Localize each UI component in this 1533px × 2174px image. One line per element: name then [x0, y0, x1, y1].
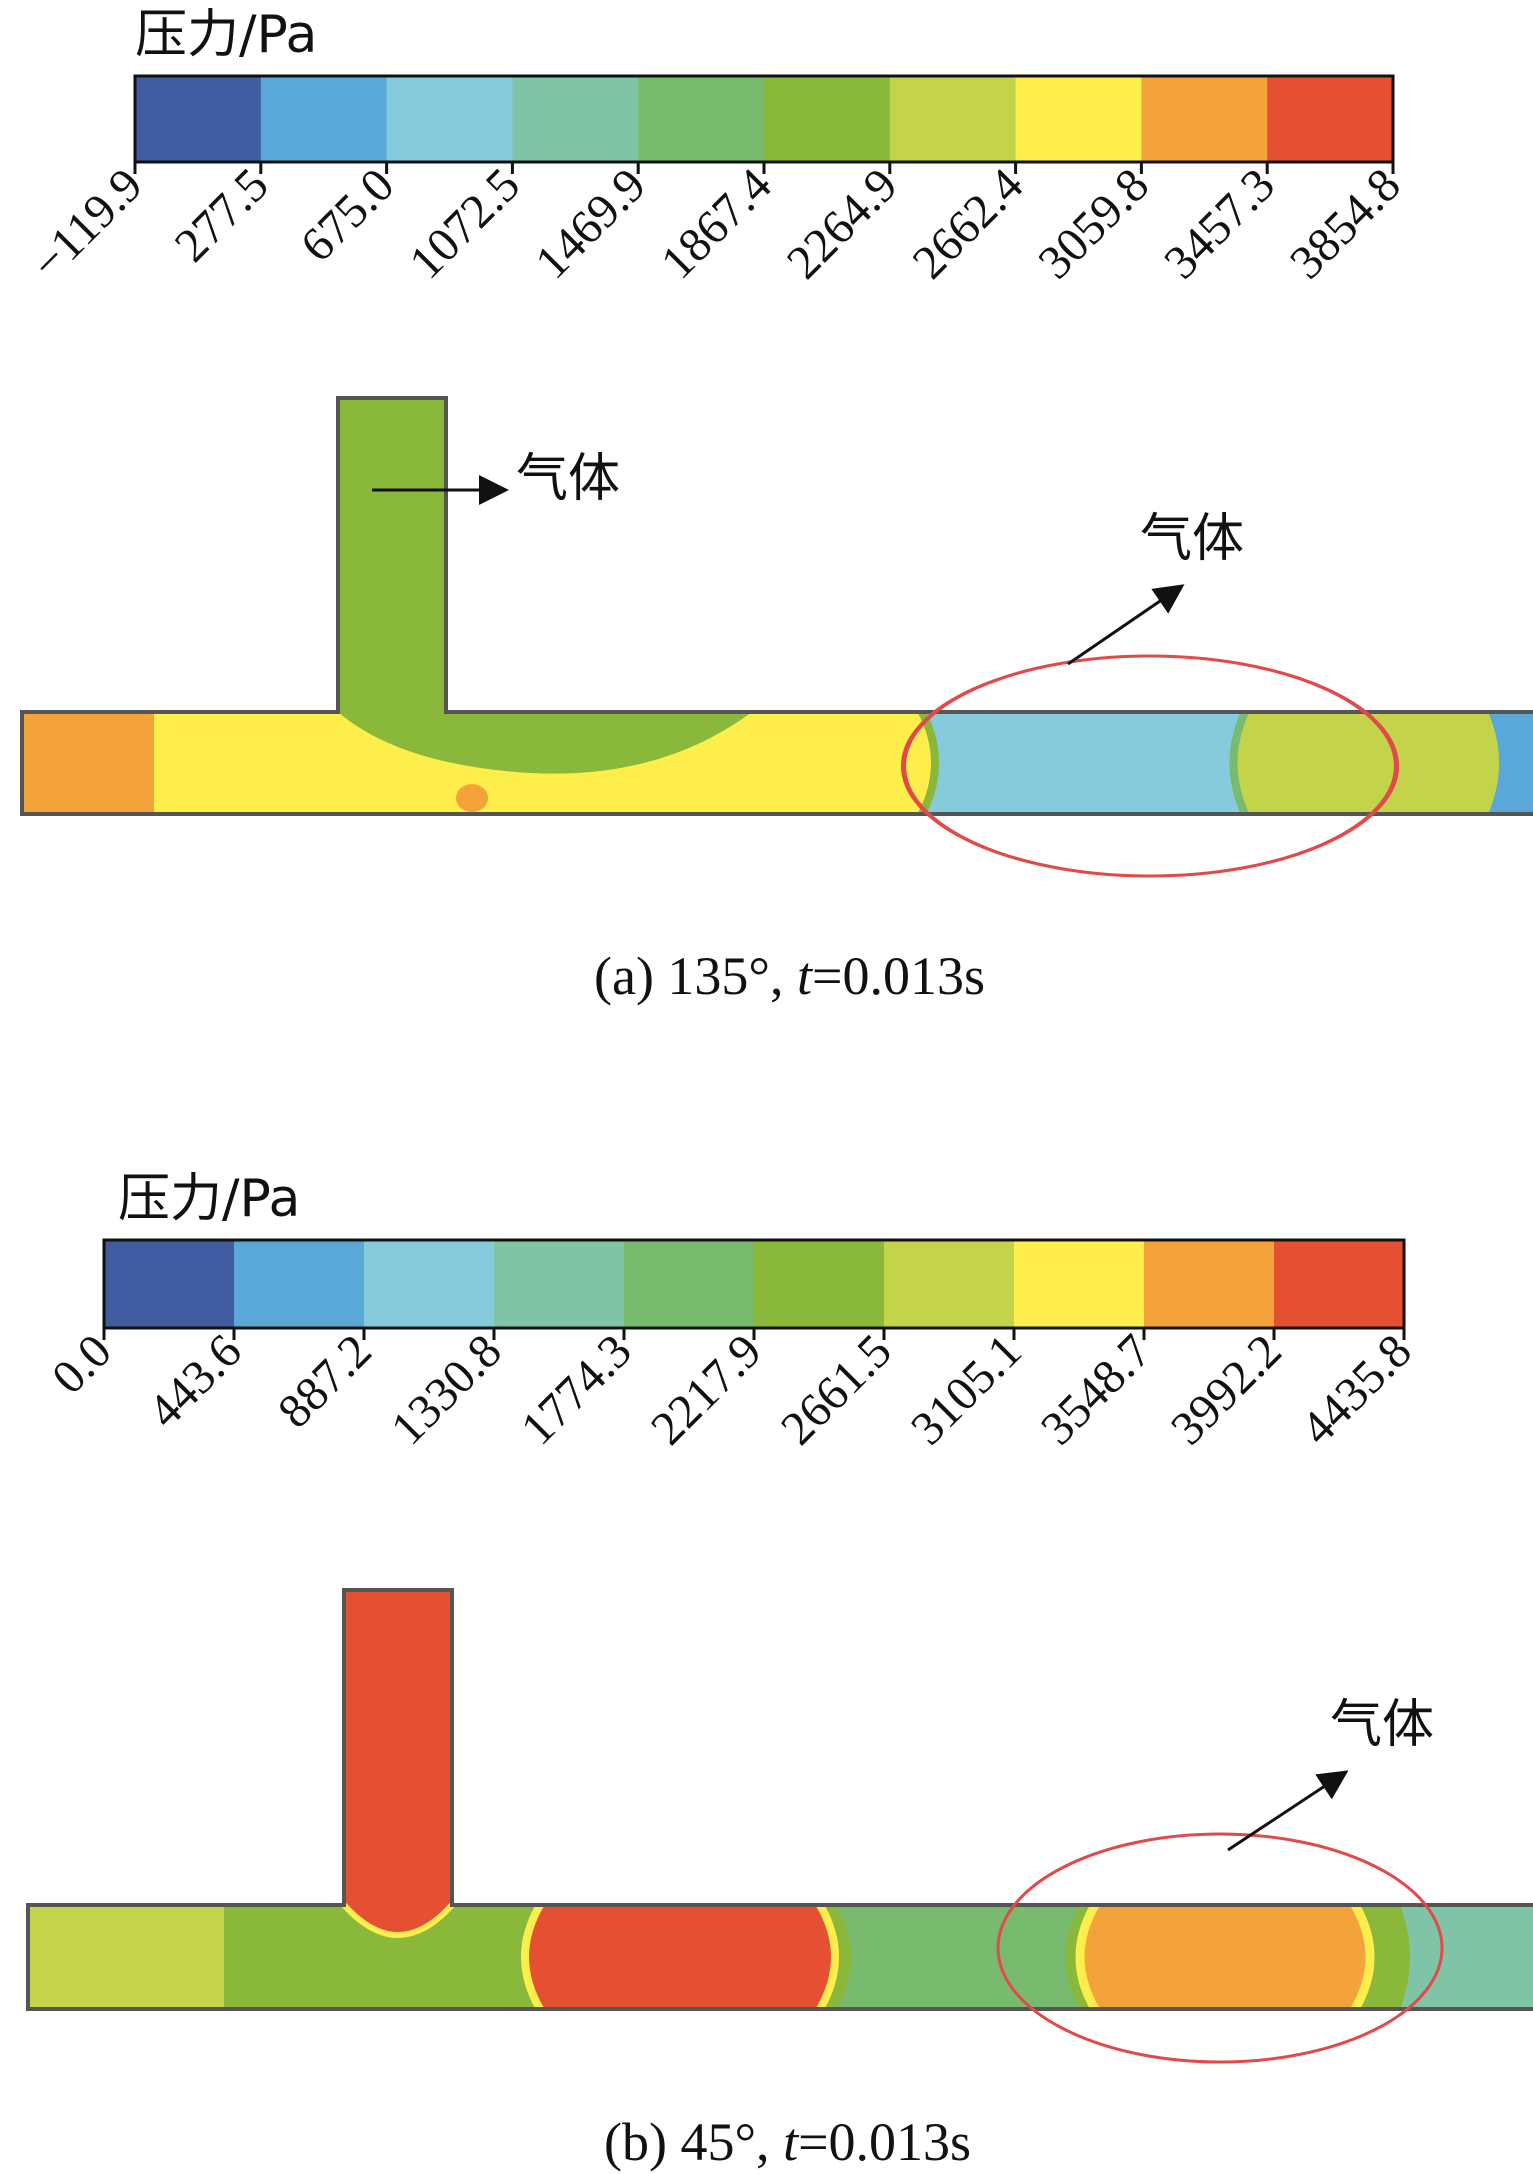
pipe-a-orange-section: [22, 712, 154, 814]
colorbar-tick-label: 1867.4: [651, 158, 782, 289]
pipe-b-outline: [26, 1588, 1533, 2011]
colorbar-segment: [764, 76, 891, 162]
pipe-b-red-boundary-right: [816, 1903, 839, 2011]
colorbar-tick-label: 443.6: [138, 1324, 252, 1438]
colorbar-ticks-b: 0.0 443.6 887.2 1330.8 1774.3 2217.9 2661.5 310…: [42, 1324, 1422, 1455]
colorbar-tick-label: 2662.4: [903, 158, 1034, 289]
annotation-a-1: 气体: [516, 449, 620, 509]
colorbar-segment: [364, 1240, 495, 1328]
colorbar-tick-label: 3548.7: [1031, 1324, 1162, 1455]
pipe-b-gas-boundary-left: [1075, 1902, 1099, 2012]
colorbar-segment: [512, 76, 639, 162]
colorbar-segment: [889, 76, 1017, 162]
colorbar-tick-label: 3854.8: [1280, 158, 1411, 289]
colorbar-tick-label: 1330.8: [381, 1324, 512, 1455]
pipe-a-green-bubble: [338, 712, 752, 774]
colorbar-tick-label: 1469.9: [525, 158, 656, 289]
pipe-b-right-section: [1400, 1905, 1533, 2009]
legend-title-b: 压力/Pa: [118, 1169, 300, 1229]
colorbar-segment: [104, 1240, 235, 1328]
colorbar-segment: [1015, 76, 1142, 162]
colorbar-tick-label: 3059.8: [1028, 158, 1159, 289]
annotation-b-1: 气体: [1330, 1695, 1434, 1755]
colorbar-tick-label: 675.0: [291, 158, 405, 272]
panel-a: 压力/Pa −119.9 277.5 675.01072.51469.91867.4…: [20, 5, 1533, 1006]
colorbar-b: [102, 1238, 1406, 1330]
colorbar-segment: [260, 76, 388, 162]
colorbar-segment: [234, 1240, 365, 1328]
caption-b: (b) 45°, t=0.013s: [604, 2112, 971, 2172]
pipe-a-outline: [20, 396, 1533, 816]
pipe-a-gas-section: [922, 712, 1245, 814]
colorbar-tick-label: 3457.3: [1154, 158, 1285, 289]
pipe-a-right-section: [1233, 712, 1499, 814]
colorbar-segment: [1274, 1240, 1405, 1328]
colorbar-segment: [1014, 1240, 1145, 1328]
annotation-a-2: 气体: [1140, 509, 1244, 569]
pipe-a-orange-spot: [456, 784, 488, 812]
colorbar-ticks-a: −119.9 277.5 675.01072.51469.91867.42264.9…: [21, 158, 1411, 290]
pipe-b-gas-section: [1080, 1905, 1370, 2009]
colorbar-tick-label: 0.0: [42, 1324, 122, 1404]
pipe-b-branch-boundary: [341, 1902, 455, 1938]
colorbar-segment: [1144, 1240, 1275, 1328]
pipe-b-gas-boundary-right: [1351, 1902, 1375, 2012]
pipe-b: [26, 1588, 1533, 2012]
colorbar-segment: [386, 76, 513, 162]
colorbar-a: [133, 74, 1395, 164]
colorbar-tick-label: 277.5: [165, 158, 279, 272]
colorbar-tick-label: 4435.8: [1291, 1324, 1422, 1455]
pipe-a-branch: [338, 398, 446, 714]
pipe-b-mid-section: [836, 1905, 1080, 2009]
pipe-b-branch: [344, 1590, 452, 1935]
colorbar-segment: [754, 1240, 885, 1328]
colorbar-segment: [884, 1240, 1015, 1328]
colorbar-tick-label: 3992.2: [1161, 1324, 1292, 1455]
pipe-a-gas-boundary-right: [1229, 710, 1249, 816]
colorbar-segment: [1267, 76, 1394, 162]
colorbar-tick-label: 887.2: [268, 1324, 382, 1438]
pipe-a-gas-boundary-left: [918, 710, 939, 816]
caption-a: (a) 135°, t=0.013s: [594, 946, 985, 1006]
colorbar-tick-label: 2217.9: [641, 1324, 772, 1455]
pipe-a-blue-end: [1488, 712, 1533, 814]
pipe-b-red-slug: [525, 1905, 835, 2009]
pipe-b-red-boundary-left: [521, 1903, 544, 2011]
colorbar-tick-label: −119.9: [21, 158, 153, 290]
pipe-b-left-section: [28, 1905, 224, 2009]
colorbar-tick-label: 3105.1: [901, 1324, 1032, 1455]
panel-b: 压力/Pa 0.0 443.6 887.2 1330.8 1774.3 2217.9 266…: [26, 1169, 1533, 2172]
highlight-ellipse-b: [996, 1832, 1444, 2064]
colorbar-segment: [638, 76, 765, 162]
legend-title-a: 压力/Pa: [135, 5, 317, 65]
colorbar-tick-label: 2661.5: [771, 1324, 902, 1455]
colorbar-segment: [494, 1240, 625, 1328]
arrow-a-2: [1067, 584, 1185, 666]
highlight-ellipse-a: [900, 654, 1400, 878]
arrow-b-1: [1227, 1770, 1349, 1852]
colorbar-segment: [1141, 76, 1268, 162]
colorbar-tick-label: 2264.9: [777, 158, 908, 289]
pipe-a: [20, 396, 1533, 816]
colorbar-segment: [624, 1240, 755, 1328]
colorbar-tick-label: 1072.5: [399, 158, 530, 289]
colorbar-tick-label: 1774.3: [511, 1324, 642, 1455]
colorbar-segment: [135, 76, 262, 162]
